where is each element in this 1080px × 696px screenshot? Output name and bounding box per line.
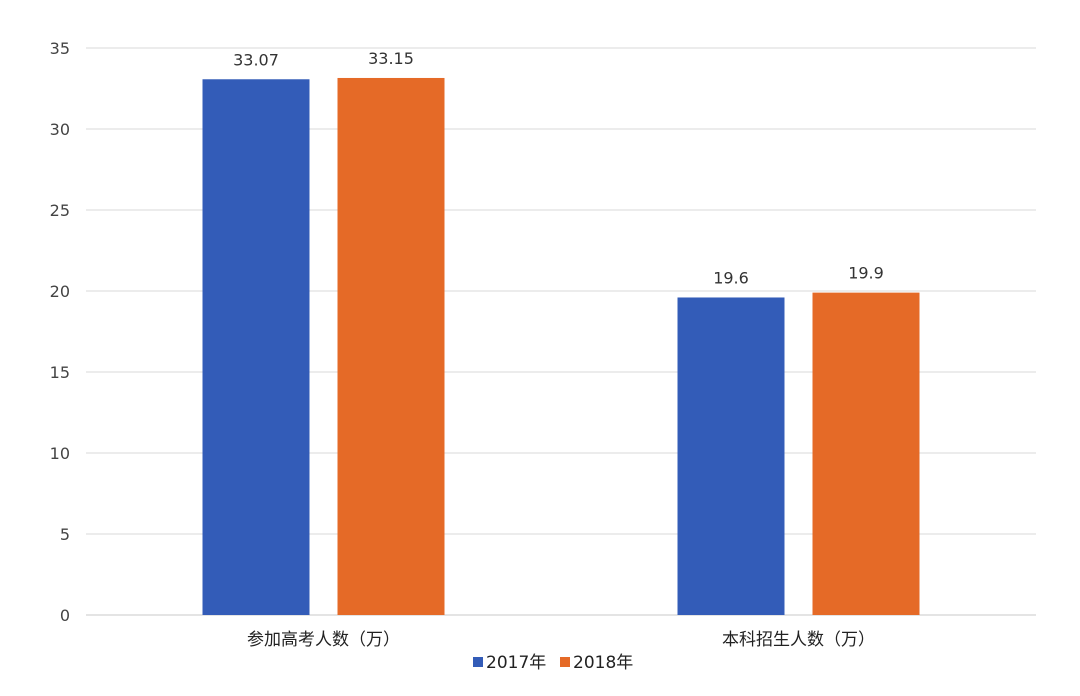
data-label: 33.07 [233, 50, 279, 69]
legend-swatch-1 [473, 657, 483, 667]
bar-2-2 [812, 292, 920, 615]
category-label: 参加高考人数（万） [247, 630, 400, 650]
y-tick-label: 0 [60, 606, 70, 625]
y-tick-label: 35 [50, 39, 70, 58]
y-tick-label: 30 [50, 120, 70, 139]
data-label: 19.9 [848, 264, 884, 283]
bar-1-2 [677, 297, 785, 615]
data-label: 19.6 [713, 268, 749, 287]
legend: 2017年 2018年 [473, 653, 633, 673]
y-tick-label: 25 [50, 201, 70, 220]
y-tick-label: 15 [50, 363, 70, 382]
legend-swatch-2 [560, 657, 570, 667]
y-tick-label: 5 [60, 525, 70, 544]
category-label: 本科招生人数（万） [722, 630, 875, 650]
legend-label: 2018年 [573, 653, 633, 673]
y-tick-label: 20 [50, 282, 70, 301]
data-label: 33.15 [368, 49, 414, 68]
bars [202, 77, 920, 616]
y-axis-ticks: 0 5 10 15 20 25 30 35 [50, 39, 70, 625]
bar-2-1 [337, 77, 445, 616]
bar-1-1 [202, 79, 310, 616]
legend-label: 2017年 [486, 653, 546, 673]
y-tick-label: 10 [50, 444, 70, 463]
x-axis-categories: 参加高考人数（万） 本科招生人数（万） [247, 630, 875, 650]
data-labels: 33.07 33.15 19.6 19.9 [233, 49, 884, 288]
